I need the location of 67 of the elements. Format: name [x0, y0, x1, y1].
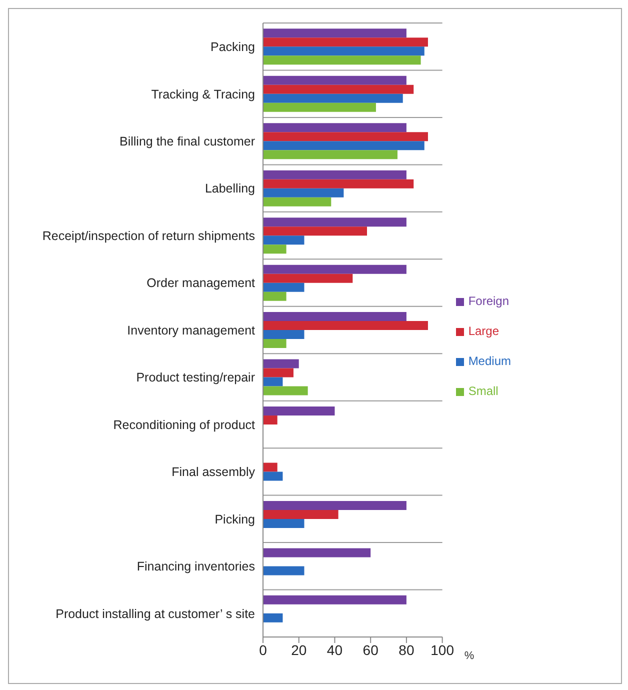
bar	[263, 56, 421, 65]
legend-label: Small	[468, 384, 498, 398]
bar	[263, 472, 283, 481]
y-tick-label: Financing inventories	[136, 560, 255, 574]
bar	[263, 377, 283, 386]
y-tick-label: Inventory management	[127, 323, 256, 338]
bar	[263, 46, 424, 56]
y-tick-label: Receipt/inspection of return shipments	[42, 228, 255, 243]
x-tick-label: 40	[326, 642, 343, 658]
x-tick-label: 20	[291, 642, 307, 658]
bar	[263, 566, 304, 576]
bar	[263, 123, 406, 132]
bar	[263, 244, 286, 254]
bar	[263, 76, 406, 85]
bar	[263, 264, 406, 274]
bar	[263, 274, 353, 283]
bar	[263, 339, 286, 348]
x-tick-label: 80	[398, 642, 414, 658]
bar	[263, 368, 294, 378]
y-tick-label: Final assembly	[172, 465, 256, 480]
legend-label: Large	[468, 324, 500, 338]
x-tick-label: 60	[362, 642, 379, 658]
bar	[263, 236, 304, 245]
bar	[263, 84, 414, 94]
bar	[263, 406, 335, 416]
bar	[263, 548, 371, 558]
bar	[263, 170, 406, 180]
bar	[263, 218, 406, 227]
bar	[263, 500, 406, 510]
bar	[263, 416, 278, 425]
bar	[263, 595, 406, 604]
bar	[263, 28, 406, 38]
bar	[263, 141, 424, 150]
y-tick-label: Packing	[210, 40, 256, 54]
bar	[263, 386, 308, 396]
y-tick-label: Product installing at customer’ s site	[56, 606, 256, 621]
bar	[263, 94, 403, 103]
y-tick-label: Labelling	[204, 182, 256, 196]
bar	[263, 188, 344, 198]
y-tick-label: Picking	[214, 512, 256, 526]
bar	[263, 518, 304, 528]
bar	[263, 179, 414, 188]
bar	[263, 330, 304, 340]
y-tick-label: Product testing/repair	[136, 370, 255, 385]
x-axis-title: %	[464, 650, 474, 662]
y-tick-label: Order management	[146, 276, 256, 290]
bar	[263, 150, 398, 160]
bar	[263, 292, 286, 301]
bar	[263, 102, 376, 112]
bar	[263, 613, 283, 622]
bar	[263, 282, 304, 292]
bar	[263, 359, 299, 368]
bar	[263, 462, 278, 472]
bar	[263, 132, 428, 142]
y-tick-label: Tracking & Tracing	[151, 87, 256, 102]
y-tick-label: Billing the final customer	[120, 134, 255, 149]
x-tick-label: 0	[259, 642, 268, 658]
bar	[263, 510, 338, 519]
x-tick-label: 100	[430, 642, 454, 658]
bar	[263, 38, 428, 47]
bar	[263, 321, 428, 330]
bar	[263, 226, 367, 236]
bar	[263, 312, 406, 322]
legend-label: Medium	[468, 354, 511, 368]
y-tick-label: Reconditioning of product	[113, 418, 256, 432]
legend-label: Foreign	[468, 294, 509, 308]
bar	[263, 197, 332, 206]
